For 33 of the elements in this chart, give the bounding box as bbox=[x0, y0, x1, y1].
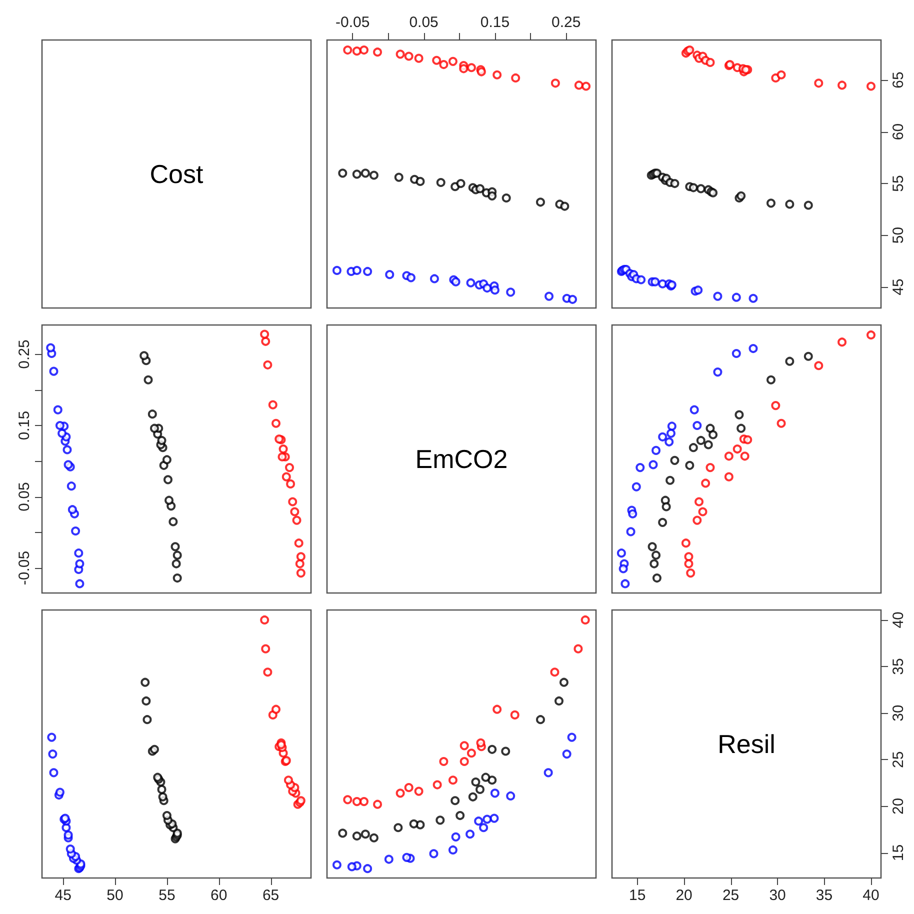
x-tick-label: 30 bbox=[769, 887, 786, 904]
x-tick-label: 25 bbox=[722, 887, 740, 904]
text: Cost bbox=[149, 159, 204, 189]
y-tick-label: -0.05 bbox=[16, 550, 33, 586]
x-tick-label: 40 bbox=[862, 887, 880, 904]
y-tick-label: 45 bbox=[890, 278, 908, 296]
y-tick-label: 20 bbox=[890, 798, 908, 815]
x-tick-label: 65 bbox=[262, 887, 279, 904]
y-tick-label: 30 bbox=[890, 704, 908, 722]
x-tick-label: 55 bbox=[158, 887, 175, 904]
x-tick-label: 20 bbox=[676, 887, 692, 904]
x-tick-label: 50 bbox=[106, 887, 124, 904]
y-tick-label: 65 bbox=[890, 72, 908, 88]
x-tick-label: 0.25 bbox=[551, 14, 581, 31]
y-tick-label: 40 bbox=[890, 612, 908, 628]
x-tick-label: 0.05 bbox=[409, 14, 438, 31]
x-tick-label: 45 bbox=[54, 887, 72, 904]
x-tick-label: 60 bbox=[210, 887, 227, 904]
y-tick-label: 60 bbox=[890, 123, 908, 140]
y-tick-label: 50 bbox=[890, 226, 908, 244]
text: Resil bbox=[718, 729, 776, 759]
y-tick-label: 55 bbox=[890, 175, 908, 192]
text: EmCO2 bbox=[415, 444, 508, 474]
y-tick-label: 0.15 bbox=[16, 410, 33, 440]
x-tick-label: 15 bbox=[629, 887, 646, 904]
x-tick-label: -0.05 bbox=[335, 14, 370, 31]
y-tick-label: 25 bbox=[890, 751, 908, 768]
x-tick-label: 35 bbox=[816, 887, 833, 904]
y-tick-label: 0.05 bbox=[16, 482, 33, 512]
y-tick-label: 35 bbox=[890, 658, 908, 675]
y-tick-label: 15 bbox=[890, 844, 908, 862]
x-tick-label: 0.15 bbox=[480, 14, 510, 31]
y-tick-label: 0.25 bbox=[16, 340, 33, 369]
